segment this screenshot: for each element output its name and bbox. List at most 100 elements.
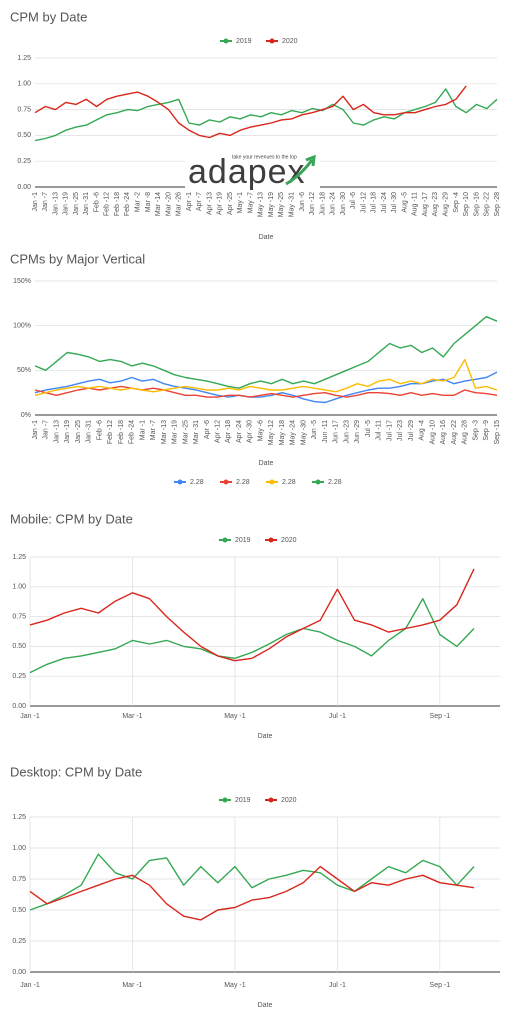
x-tick-label: Jan -7 [42, 192, 49, 212]
y-tick-label: 0.50 [12, 907, 26, 914]
legend-dot [269, 479, 275, 485]
x-tick-label: Jan -1 [32, 420, 39, 440]
legend-label: 2.28 [236, 479, 250, 486]
x-tick-label: Sep -1 [430, 713, 451, 720]
y-tick-label: 1.25 [17, 55, 31, 62]
logo-arrow [285, 154, 316, 186]
x-tick-label: Aug -4 [419, 420, 426, 441]
x-axis-label: Date [259, 234, 274, 241]
chart-title: Desktop: CPM by Date [10, 764, 142, 779]
x-tick-label: Aug -10 [429, 420, 436, 445]
x-tick-label: Jul -30 [391, 192, 398, 213]
x-tick-label: May -13 [258, 192, 265, 217]
x-tick-label: Feb -12 [107, 420, 114, 444]
series-line [34, 88, 498, 142]
legend-label: 2019 [235, 537, 251, 544]
x-tick-label: Jun -30 [340, 192, 347, 215]
x-tick-label: Mar -31 [193, 420, 200, 444]
x-tick-label: Mar -19 [172, 420, 179, 444]
x-tick-label: Feb -6 [93, 192, 100, 212]
logo-tagline: take your revenues to the top [232, 154, 297, 160]
x-tick-label: Jun -18 [319, 192, 326, 215]
x-tick-label: Apr -30 [247, 420, 254, 443]
y-tick-label: 0.00 [12, 969, 26, 976]
x-tick-label: Sep -28 [494, 192, 501, 217]
x-tick-label: May -25 [278, 192, 285, 217]
y-tick-label: 0.25 [12, 673, 26, 680]
x-tick-label: Jul -18 [371, 192, 378, 213]
x-tick-label: Sep -4 [453, 192, 460, 213]
legend-label: 2020 [281, 797, 297, 804]
x-tick-label: Mar -20 [165, 192, 172, 216]
x-tick-label: Jun -17 [333, 420, 340, 443]
x-tick-label: Jul -24 [381, 192, 388, 213]
x-tick-label: May -1 [224, 713, 246, 720]
x-tick-label: Jan -1 [20, 982, 40, 989]
y-tick-label: 0.00 [17, 184, 31, 191]
x-tick-label: Apr -7 [196, 192, 203, 211]
legend-dot [315, 479, 321, 485]
x-tick-label: Apr -6 [204, 420, 211, 439]
x-tick-label: Apr -13 [206, 192, 213, 215]
x-tick-label: Apr -24 [236, 420, 243, 443]
x-tick-label: Sep -3 [472, 420, 479, 441]
x-tick-label: Jun -23 [343, 420, 350, 443]
x-tick-label: Aug -28 [462, 420, 469, 445]
x-tick-label: Apr -19 [217, 192, 224, 215]
x-tick-label: Jul -1 [329, 982, 346, 989]
series-line [29, 853, 475, 911]
x-tick-label: Mar -25 [182, 420, 189, 444]
x-tick-label: Apr -12 [214, 420, 221, 443]
logo-wordmark: adapex [188, 153, 306, 191]
chart-title: Mobile: CPM by Date [10, 511, 133, 526]
y-tick-label: 1.25 [12, 814, 26, 821]
x-tick-label: Jun -6 [299, 192, 306, 212]
legend-dot [269, 38, 275, 44]
x-tick-label: May -6 [257, 420, 264, 442]
x-tick-label: Jan -1 [32, 192, 39, 212]
x-tick-label: Aug -17 [422, 192, 429, 217]
legend-dot [223, 479, 229, 485]
x-tick-label: Jan -1 [20, 713, 40, 720]
x-tick-label: Apr -18 [225, 420, 232, 443]
chart-title: CPMs by Major Vertical [10, 251, 145, 266]
x-tick-label: Aug -5 [401, 192, 408, 213]
x-tick-label: Mar -2 [135, 192, 142, 212]
series-line [29, 598, 475, 674]
legend-label: 2.28 [282, 479, 296, 486]
x-tick-label: Mar -1 [122, 713, 142, 720]
x-tick-label: Jul -12 [360, 192, 367, 213]
y-tick-label: 0.75 [12, 876, 26, 883]
y-tick-label: 0.50 [12, 643, 26, 650]
legend-label: 2019 [236, 38, 252, 45]
x-tick-label: Mar -8 [145, 192, 152, 212]
x-tick-label: Mar -14 [155, 192, 162, 216]
legend-label: 2019 [235, 797, 251, 804]
x-tick-label: Aug -22 [451, 420, 458, 445]
y-tick-label: 100% [13, 323, 31, 330]
x-tick-label: Mar -13 [161, 420, 168, 444]
x-tick-label: Jun -12 [309, 192, 316, 215]
x-tick-label: Aug -23 [432, 192, 439, 217]
x-tick-label: Sep -10 [463, 192, 470, 217]
x-tick-label: Feb -6 [96, 420, 103, 440]
x-tick-label: Jan -31 [86, 420, 93, 443]
x-tick-label: Jul -1 [329, 713, 346, 720]
x-tick-label: Mar -1 [139, 420, 146, 440]
x-tick-label: Jun -5 [311, 420, 318, 440]
x-tick-label: Mar -1 [122, 982, 142, 989]
x-tick-label: Jan -19 [64, 420, 71, 443]
x-tick-label: May -1 [237, 192, 244, 214]
x-tick-label: Feb -24 [124, 192, 131, 216]
x-tick-label: May -7 [247, 192, 254, 214]
y-tick-label: 50% [17, 367, 31, 374]
x-tick-label: May -1 [224, 982, 246, 989]
y-tick-label: 0.25 [12, 938, 26, 945]
x-tick-label: Jul -23 [397, 420, 404, 441]
x-tick-label: Jul -6 [350, 192, 357, 209]
legend-dot [268, 797, 274, 803]
y-tick-label: 1.00 [12, 584, 26, 591]
x-tick-label: Apr -25 [227, 192, 234, 215]
x-tick-label: May -31 [289, 192, 296, 217]
